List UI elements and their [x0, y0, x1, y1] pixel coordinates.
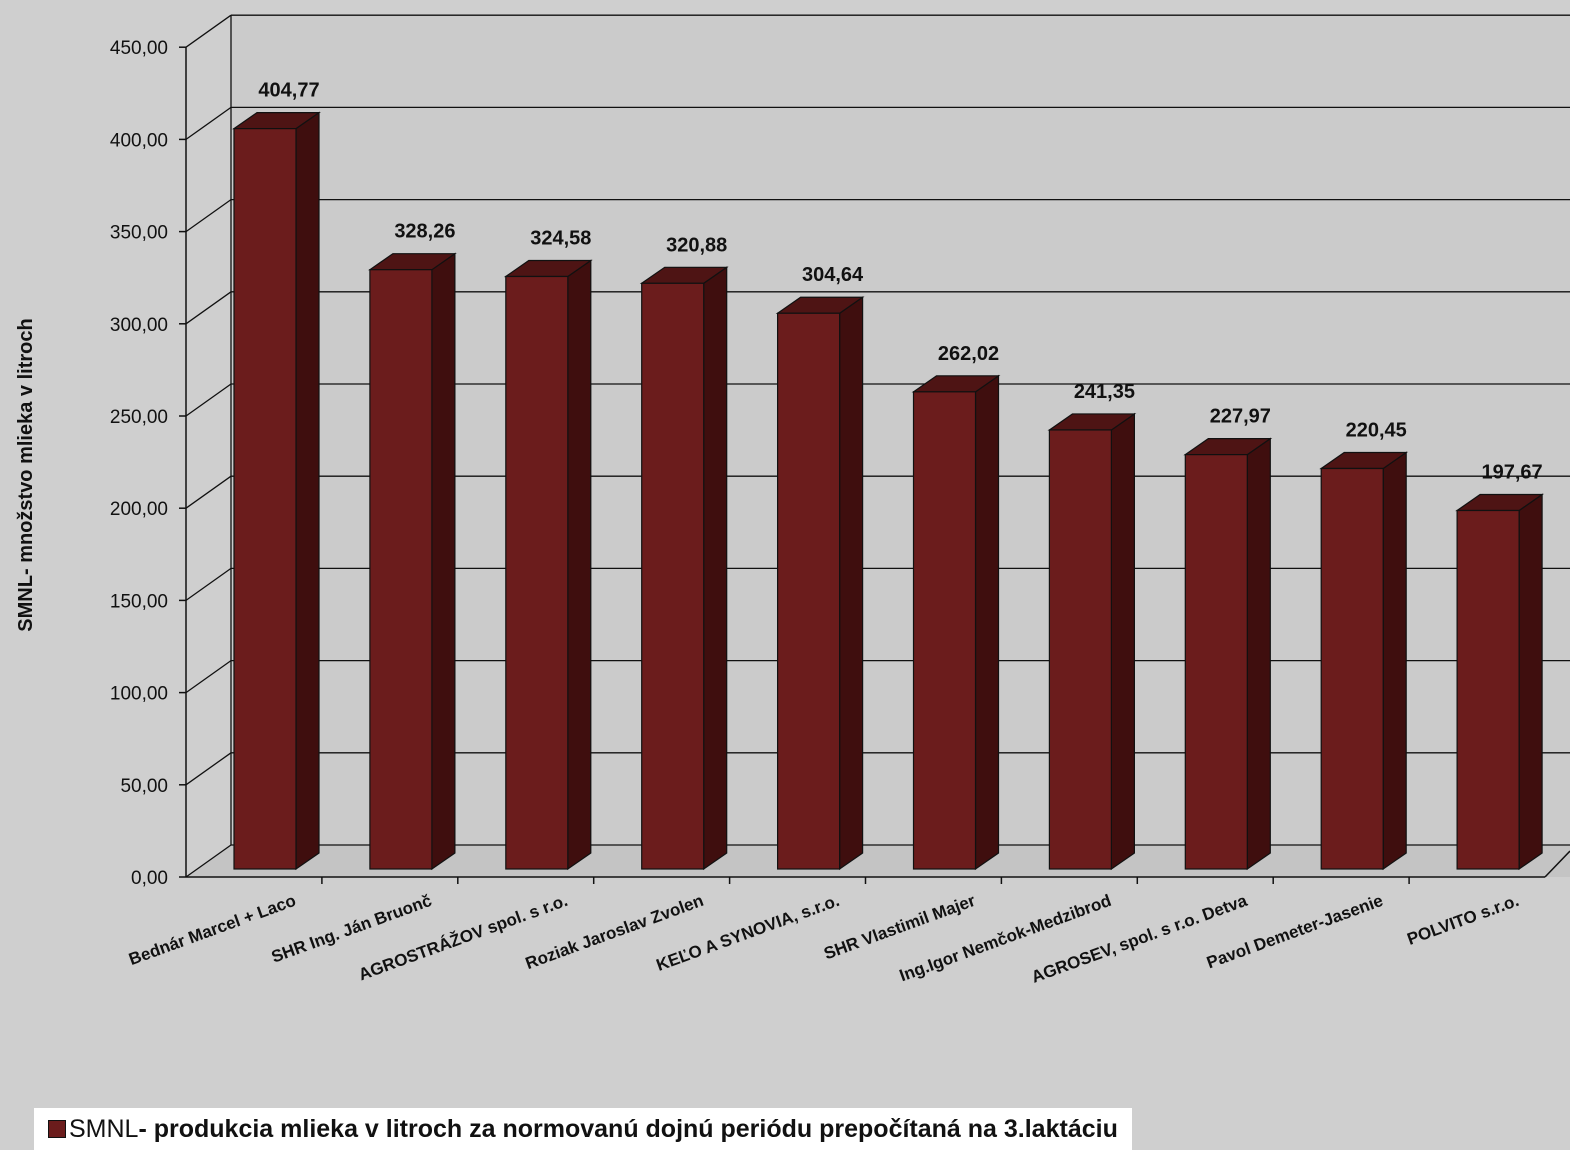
bar-side	[703, 266, 728, 871]
bar	[233, 128, 297, 870]
gridline-diagonal	[185, 844, 232, 878]
data-label: 320,88	[666, 234, 727, 256]
bar	[912, 391, 977, 870]
bar-side	[838, 296, 864, 871]
bar	[1456, 509, 1520, 870]
x-tick-label: AGROSEV, spol. s r.o. Detva	[1029, 891, 1250, 987]
y-tick-label: 350,00	[110, 223, 168, 244]
bar-side	[567, 259, 592, 871]
y-tick-label: 250,00	[110, 407, 168, 428]
legend: SMNL - produkcia mlieka v litroch za nor…	[34, 1108, 1132, 1150]
data-label: 262,02	[938, 343, 999, 365]
y-tick-label: 400,00	[110, 130, 168, 151]
bar-group	[367, 252, 457, 871]
data-label: 241,35	[1074, 381, 1135, 403]
bar-group	[1183, 437, 1273, 871]
y-tick-label: 100,00	[110, 684, 168, 705]
bar-group	[1455, 493, 1545, 871]
bar-side	[974, 374, 1000, 871]
bar-side	[1110, 412, 1136, 871]
bar-group	[232, 111, 321, 871]
data-label: 324,58	[530, 227, 591, 249]
gridline-diagonal	[185, 475, 232, 509]
bar-side	[1382, 451, 1407, 871]
bar-side	[1518, 493, 1543, 871]
y-tick-label: 0,00	[131, 868, 168, 889]
bar	[776, 312, 841, 870]
bar	[1184, 454, 1248, 870]
bar-side	[431, 252, 456, 871]
bar-group	[503, 259, 593, 871]
bar-group	[1319, 451, 1409, 871]
y-tick-label: 300,00	[110, 315, 168, 336]
data-label: 304,64	[802, 264, 864, 286]
bar	[1048, 429, 1113, 870]
data-label: 227,97	[1210, 406, 1271, 428]
y-tick-label: 450,00	[110, 38, 168, 59]
bar-group	[1047, 412, 1137, 871]
bar	[641, 282, 705, 870]
bar-chart-3d: 0,00 50,00 100,00 150,00 200,00 250,00 300,00 3…	[15, 14, 1570, 987]
bar-group	[639, 266, 729, 871]
bar-group	[775, 296, 865, 871]
gridline-diagonal	[185, 291, 232, 325]
bar-side	[1246, 437, 1271, 871]
y-tick-label: 150,00	[110, 591, 168, 612]
data-label: 404,77	[258, 80, 319, 102]
bar	[369, 269, 433, 870]
y-axis: 0,00 50,00 100,00 150,00 200,00 250,00 300,00 3…	[110, 38, 187, 889]
bar	[505, 275, 569, 870]
bar	[1320, 467, 1384, 870]
legend-prefix: SMNL	[69, 1114, 139, 1143]
legend-swatch	[48, 1120, 66, 1138]
gridline-diagonal	[185, 567, 232, 601]
data-label: 328,26	[394, 221, 455, 243]
x-tick-label: Ing.Igor Nemčok-Medzibrod	[897, 891, 1114, 985]
x-tick-label: POLVITO s.r.o.	[1405, 891, 1522, 949]
legend-text: - produkcia mlieka v litroch za normovan…	[138, 1114, 1118, 1143]
bars: 404,77 328,26 324,58 320,88 304,64 262,02 241,…	[232, 80, 1545, 871]
y-axis-label: SMNL- množstvo mlieka v litroch	[15, 318, 37, 631]
data-label: 220,45	[1346, 419, 1407, 441]
gridline-diagonal	[185, 660, 232, 694]
gridline-diagonal	[185, 752, 232, 786]
x-axis-corner	[1544, 850, 1570, 878]
bar-group	[911, 374, 1001, 871]
data-label: 197,67	[1482, 461, 1543, 483]
gridline-diagonal	[185, 199, 232, 233]
gridline-diagonal	[185, 383, 232, 417]
y-tick-label: 200,00	[110, 499, 168, 520]
y-tick-label: 50,00	[120, 776, 168, 797]
bar-side	[295, 111, 320, 871]
gridline-diagonal	[185, 14, 232, 48]
gridline-diagonal	[185, 106, 232, 140]
